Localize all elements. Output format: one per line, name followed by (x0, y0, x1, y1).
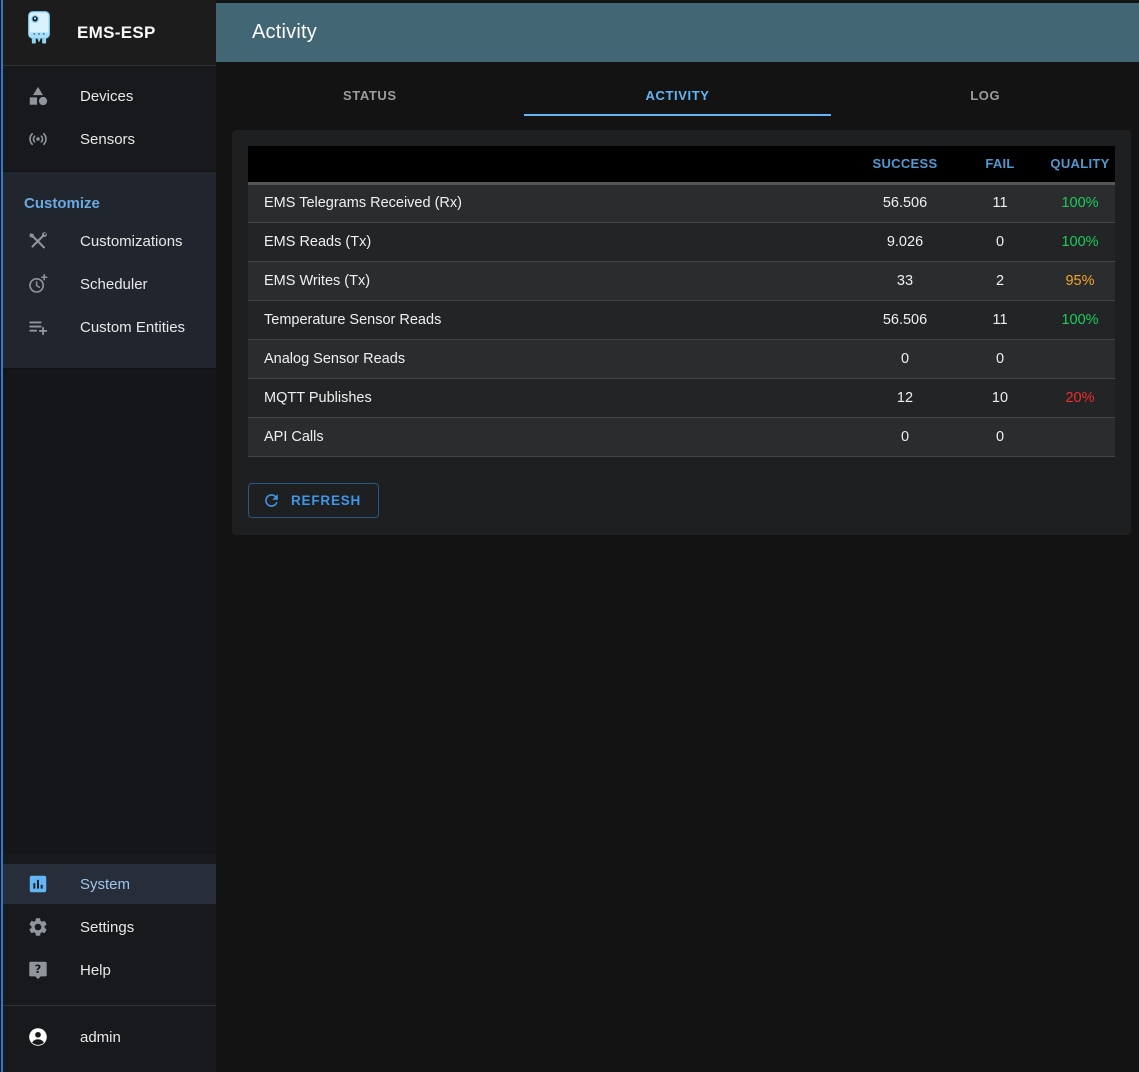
fail-value: 11 (992, 311, 1008, 328)
fail-value: 0 (995, 350, 1005, 367)
sensors-icon (27, 128, 49, 150)
customize-group-title: Customize (24, 195, 100, 212)
activity-card: SUCCESS FAIL QUALITY EMS Telegrams Recei… (232, 130, 1131, 535)
quality-value (1045, 417, 1115, 456)
sidebar-item-custom-entities[interactable]: Custom Entities (3, 307, 216, 347)
quality-value (1045, 339, 1115, 378)
success-value: 56.506 (882, 311, 928, 328)
sidebar-item-label: Sensors (80, 130, 136, 148)
sidebar-item-label: System (80, 875, 131, 893)
success-value: 0 (900, 350, 910, 367)
quality-value: 95% (1065, 272, 1095, 289)
table-row: EMS Writes (Tx) 33 2 95% (248, 261, 1115, 300)
table-row: API Calls 0 0 (248, 417, 1115, 456)
svg-text:?: ? (35, 962, 42, 976)
tab-activity[interactable]: ACTIVITY (523, 62, 832, 128)
tab-label: LOG (970, 87, 1001, 103)
bar-chart-icon (27, 873, 49, 895)
metric-name: Analog Sensor Reads (264, 350, 406, 367)
devices-category-icon (27, 85, 49, 107)
appbar: Activity (216, 3, 1139, 62)
tab-bar: STATUS ACTIVITY LOG (216, 62, 1139, 128)
sidebar-item-help[interactable]: ? Help (3, 950, 216, 990)
table-row: MQTT Publishes 12 10 20% (248, 378, 1115, 417)
sidebar-bottom-group: System Settings ? Help (3, 854, 216, 1005)
success-value: 9.026 (886, 233, 924, 250)
quality-value: 100% (1061, 311, 1099, 328)
tab-label: ACTIVITY (645, 87, 710, 103)
column-header-fail: FAIL (985, 156, 1015, 172)
boiler-logo-icon (20, 9, 58, 56)
sidebar-item-label: Custom Entities (80, 318, 186, 336)
sidebar-header: EMS-ESP (3, 0, 216, 66)
success-value: 0 (900, 428, 910, 445)
sidebar-item-settings[interactable]: Settings (3, 907, 216, 947)
sidebar-item-customizations[interactable]: Customizations (3, 221, 216, 261)
quality-value: 20% (1065, 389, 1095, 406)
sidebar-customize-group: Customize Customizations (3, 172, 216, 369)
quality-value: 100% (1061, 195, 1099, 211)
metric-name: EMS Writes (Tx) (264, 272, 371, 289)
column-header-success: SUCCESS (872, 156, 938, 172)
window-left-edge (0, 0, 3, 1072)
tab-status[interactable]: STATUS (216, 62, 524, 128)
fail-value: 0 (995, 233, 1005, 250)
metric-name: EMS Reads (Tx) (264, 233, 372, 250)
tab-label: STATUS (343, 87, 397, 103)
sidebar-item-label: Settings (80, 918, 135, 936)
username-label: admin (80, 1028, 121, 1046)
sidebar-item-sensors[interactable]: Sensors (3, 119, 216, 159)
metric-name: API Calls (264, 428, 324, 445)
column-header-quality: QUALITY (1050, 156, 1110, 172)
refresh-button[interactable]: REFRESH (248, 482, 380, 518)
app-title: EMS-ESP (77, 22, 156, 42)
column-header-name (248, 146, 855, 183)
table-row: EMS Telegrams Received (Rx) 56.506 11 10… (248, 183, 1115, 222)
sidebar-item-label: Customizations (80, 232, 183, 250)
metric-name: Temperature Sensor Reads (264, 311, 442, 328)
sidebar-item-scheduler[interactable]: Scheduler (3, 264, 216, 304)
sidebar-item-label: Scheduler (80, 275, 148, 293)
sidebar-item-label: Help (80, 961, 111, 979)
table-row: EMS Reads (Tx) 9.026 0 100% (248, 222, 1115, 261)
page-title: Activity (252, 21, 317, 43)
sidebar-item-admin[interactable]: admin (3, 1017, 216, 1057)
success-value: 56.506 (882, 195, 928, 211)
fail-value: 11 (992, 195, 1008, 211)
success-value: 33 (896, 272, 914, 289)
gear-icon (27, 916, 49, 938)
sidebar-item-label: Devices (80, 87, 134, 105)
metric-name: MQTT Publishes (264, 389, 372, 406)
refresh-icon (262, 491, 281, 510)
quality-value: 100% (1061, 233, 1099, 250)
sidebar: EMS-ESP Devices Sensors (3, 0, 216, 1072)
metric-name: EMS Telegrams Received (Rx) (264, 195, 462, 211)
sidebar-user-group: admin (3, 1005, 216, 1072)
tab-log[interactable]: LOG (831, 62, 1139, 128)
sidebar-item-devices[interactable]: Devices (3, 76, 216, 116)
activity-table: SUCCESS FAIL QUALITY EMS Telegrams Recei… (248, 146, 1115, 457)
clock-plus-icon (27, 273, 49, 295)
table-row: Analog Sensor Reads 0 0 (248, 339, 1115, 378)
fail-value: 10 (991, 389, 1009, 406)
sidebar-main-group: Devices Sensors (3, 66, 216, 172)
success-value: 12 (896, 389, 914, 406)
tools-icon (27, 230, 49, 252)
refresh-button-label: REFRESH (291, 492, 362, 508)
sidebar-spacer (3, 369, 216, 854)
fail-value: 0 (995, 428, 1005, 445)
table-row: Temperature Sensor Reads 56.506 11 100% (248, 300, 1115, 339)
table-header: SUCCESS FAIL QUALITY (248, 146, 1115, 183)
help-icon: ? (27, 959, 49, 981)
sidebar-item-system[interactable]: System (3, 864, 216, 904)
fail-value: 2 (995, 272, 1005, 289)
main-content: Activity STATUS ACTIVITY LOG SUCCESS FAI… (216, 0, 1139, 1072)
playlist-add-icon (27, 316, 49, 338)
account-circle-icon (27, 1026, 49, 1048)
